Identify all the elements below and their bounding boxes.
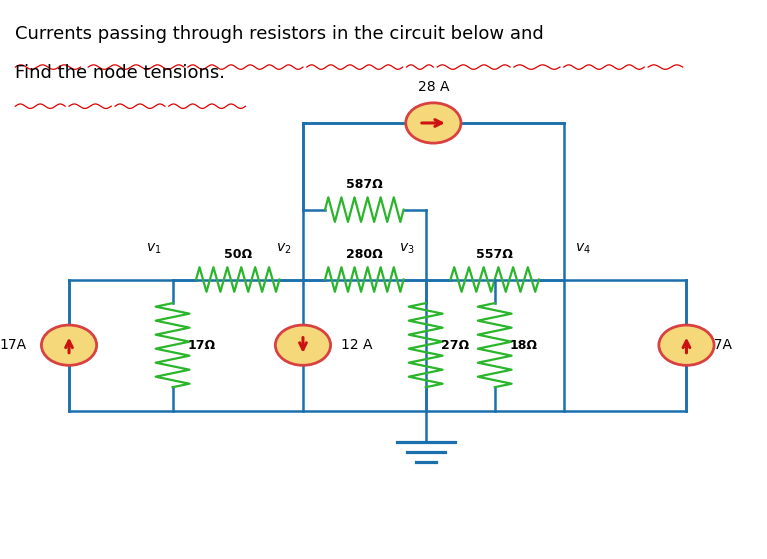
Text: 50Ω: 50Ω	[224, 248, 252, 261]
Text: 12 A: 12 A	[341, 338, 373, 352]
Circle shape	[275, 325, 331, 366]
Text: Currents passing through resistors in the circuit below and: Currents passing through resistors in th…	[15, 25, 544, 43]
Text: 280Ω: 280Ω	[346, 248, 383, 261]
Text: 18Ω: 18Ω	[510, 339, 538, 352]
Text: 587Ω: 587Ω	[346, 178, 383, 191]
Circle shape	[659, 325, 714, 366]
Text: 557Ω: 557Ω	[476, 248, 513, 261]
Circle shape	[41, 325, 97, 366]
Circle shape	[406, 103, 461, 143]
Text: $v_4$: $v_4$	[575, 241, 591, 256]
Text: $v_3$: $v_3$	[399, 241, 414, 256]
Text: 37A: 37A	[706, 338, 732, 352]
Text: 27Ω: 27Ω	[441, 339, 469, 352]
Text: $v_2$: $v_2$	[276, 241, 291, 256]
Text: 17A: 17A	[0, 338, 27, 352]
Text: $v_1$: $v_1$	[146, 241, 161, 256]
Text: 17Ω: 17Ω	[188, 339, 216, 352]
Text: 28 A: 28 A	[417, 79, 449, 94]
Text: Find the node tensions.: Find the node tensions.	[15, 64, 225, 82]
